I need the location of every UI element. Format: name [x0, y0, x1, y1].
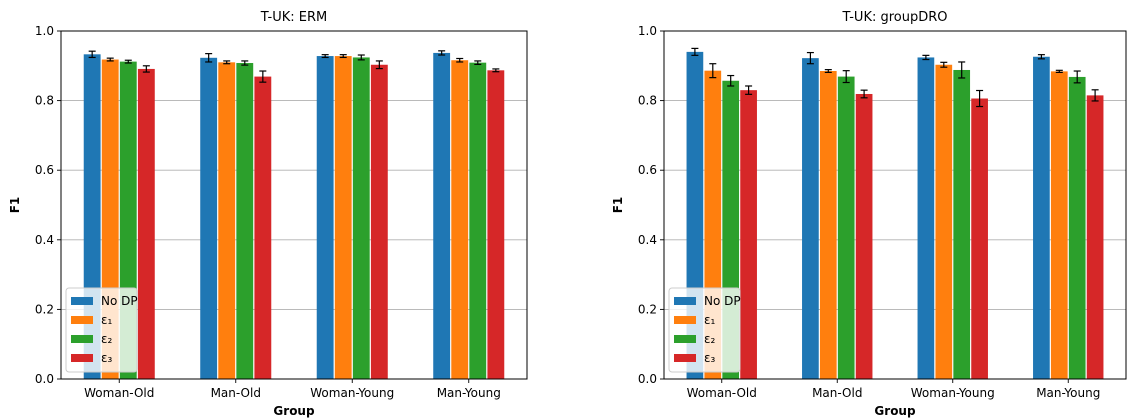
bar	[1068, 76, 1086, 379]
bar	[953, 69, 971, 379]
y-tick-label: 0.6	[638, 163, 657, 177]
axes-frame	[663, 30, 1127, 380]
bar	[971, 98, 988, 380]
bar	[740, 90, 757, 379]
legend-swatch	[674, 354, 696, 362]
y-tick-label: 0.8	[638, 94, 657, 108]
y-tick-label: 0.6	[35, 163, 54, 177]
chart-title: T-UK: groupDRO	[841, 10, 947, 25]
legend: No DP ε₁ ε₂ ε₃	[668, 287, 741, 373]
x-tick-label: Man-Young	[437, 386, 501, 400]
y-tick-label: 1.0	[638, 24, 657, 38]
legend-box	[668, 287, 741, 373]
y-tick-label: 0.0	[638, 372, 657, 386]
bar	[334, 56, 352, 379]
x-tick-label: Man-Young	[1036, 386, 1100, 400]
x-tick-label: Man-Old	[812, 386, 862, 400]
bar	[433, 52, 451, 379]
bar	[218, 62, 236, 379]
bar	[487, 70, 505, 379]
erm-chart-panel: 0.0 0.2 0.4 0.6 0.8 1.0 Woman-Old Man-Old Woman-…	[8, 10, 528, 418]
bar	[837, 76, 855, 379]
bar	[451, 60, 469, 380]
bar	[819, 71, 837, 380]
legend-box	[65, 287, 138, 373]
bar	[316, 56, 334, 379]
bar	[802, 58, 819, 379]
legend-swatch	[71, 297, 93, 305]
y-tick-label: 0.4	[638, 233, 657, 247]
legend-label: ε₃	[101, 351, 112, 365]
bar	[1086, 95, 1104, 379]
bar	[137, 68, 155, 379]
y-tick-label: 0.8	[35, 94, 54, 108]
x-tick-label: Woman-Young	[911, 386, 995, 400]
legend-label: No DP	[101, 294, 138, 308]
legend-swatch	[71, 335, 93, 343]
y-tick-label: 1.0	[35, 24, 54, 38]
x-tick-label: Woman-Young	[310, 386, 394, 400]
bar	[236, 63, 254, 380]
x-axis-label: Group	[874, 404, 916, 418]
x-tick-label: Woman-Old	[687, 386, 757, 400]
legend-swatch	[71, 316, 93, 324]
x-tick-label: Man-Old	[211, 386, 261, 400]
legend-label: ε₁	[101, 313, 112, 327]
legend-swatch	[674, 297, 696, 305]
legend-label: ε₂	[101, 332, 112, 346]
legend-label: No DP	[704, 294, 741, 308]
y-axis-label: F1	[8, 197, 22, 214]
legend-swatch	[674, 335, 696, 343]
axes-frame	[60, 30, 528, 380]
legend: No DP ε₁ ε₂ ε₃	[65, 287, 138, 373]
y-axis-label: F1	[611, 197, 625, 214]
y-tick-label: 0.2	[638, 302, 657, 316]
legend-label: ε₃	[704, 351, 715, 365]
bar	[352, 57, 370, 379]
bar	[469, 62, 487, 379]
bar	[1033, 56, 1050, 379]
legend-label: ε₁	[704, 313, 715, 327]
x-axis-label: Group	[273, 404, 315, 418]
chart-title: T-UK: ERM	[260, 10, 327, 25]
bar	[855, 93, 873, 379]
groupdro-chart-panel: 0.0 0.2 0.4 0.6 0.8 1.0 Woman-Old Man-Old Woman-…	[611, 10, 1127, 418]
y-tick-label: 0.0	[35, 372, 54, 386]
bar	[935, 64, 953, 380]
legend-swatch	[71, 354, 93, 362]
bar	[370, 64, 388, 380]
bar	[254, 76, 272, 379]
x-tick-label: Woman-Old	[84, 386, 154, 400]
bar	[200, 57, 218, 380]
legend-swatch	[674, 316, 696, 324]
y-tick-label: 0.4	[35, 233, 54, 247]
bar	[917, 57, 935, 379]
bar	[1050, 71, 1068, 380]
y-tick-label: 0.2	[35, 302, 54, 316]
legend-label: ε₂	[704, 332, 715, 346]
